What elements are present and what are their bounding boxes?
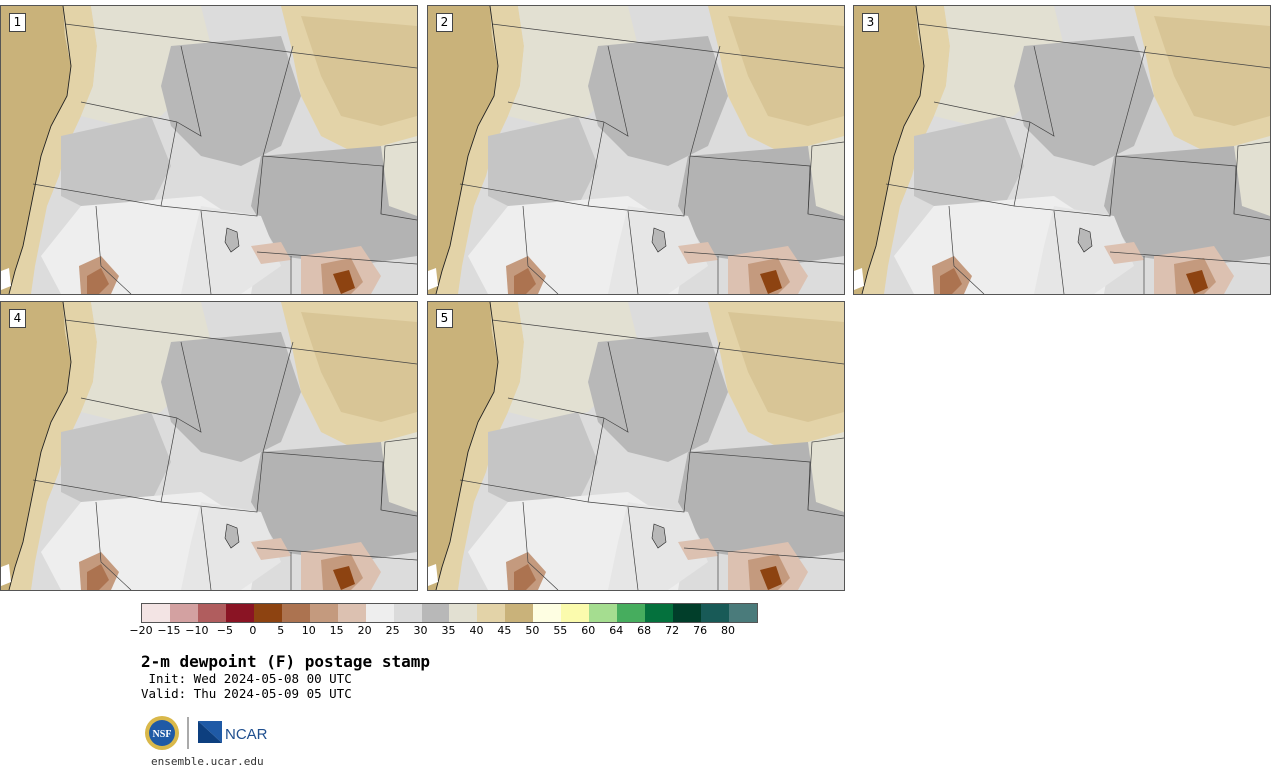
valid-time: Valid: Thu 2024-05-09 05 UTC: [141, 686, 352, 701]
colorbar-tick-label: 20: [357, 624, 372, 637]
colorbar-swatch: [169, 604, 198, 622]
colorbar-swatch: [337, 604, 366, 622]
dewpoint-map-3: [854, 6, 1270, 294]
colorbar-swatch: [365, 604, 394, 622]
colorbar-swatch: [673, 604, 702, 622]
map-panel-5: 5: [427, 301, 845, 591]
dewpoint-map-5: [428, 302, 844, 590]
colorbar-swatch: [421, 604, 450, 622]
dewpoint-map-4: [1, 302, 417, 590]
map-panel-2: 2: [427, 5, 845, 295]
colorbar-tick-label: 76: [693, 624, 708, 637]
colorbar-tick-label: 0: [249, 624, 257, 637]
colorbar-swatch: [617, 604, 646, 622]
colorbar-swatch: [281, 604, 310, 622]
colorbar-tick-label: 40: [469, 624, 484, 637]
nsf-logo-text: NSF: [153, 729, 172, 740]
chart-title: 2-m dewpoint (F) postage stamp: [141, 652, 430, 671]
colorbar-tick-label: 64: [609, 624, 624, 637]
colorbar-swatch: [701, 604, 730, 622]
ncar-logo-text: NCAR: [225, 726, 268, 743]
colorbar-tick-label: 10: [301, 624, 316, 637]
colorbar-tick-label: −20: [129, 624, 153, 637]
colorbar-tick-label: 25: [385, 624, 400, 637]
colorbar-swatch: [505, 604, 534, 622]
dewpoint-map-1: [1, 6, 417, 294]
colorbar-swatch: [253, 604, 282, 622]
map-panel-1: 1: [0, 5, 418, 295]
colorbar-swatch: [533, 604, 562, 622]
colorbar-swatch: [645, 604, 674, 622]
colorbar-swatch: [142, 604, 170, 622]
colorbar-swatch: [309, 604, 338, 622]
colorbar-tick-label: 5: [277, 624, 285, 637]
panel-label: 2: [436, 13, 453, 32]
colorbar-tick-label: 30: [413, 624, 428, 637]
panel-label: 3: [862, 13, 879, 32]
dewpoint-map-2: [428, 6, 844, 294]
map-panel-4: 4: [0, 301, 418, 591]
colorbar-tick-labels: −20 −15 −10 −5 0 5 10 15 20 25 30 35 40 45 50 55 60 64 68 7…: [129, 624, 756, 638]
colorbar-swatch: [449, 604, 478, 622]
nsf-ncar-logo: NSF NCAR: [145, 716, 268, 750]
init-time: Init: Wed 2024-05-08 00 UTC: [141, 671, 352, 686]
colorbar-tick-label: 80: [721, 624, 736, 637]
colorbar-tick-label: −10: [185, 624, 209, 637]
panel-label: 4: [9, 309, 26, 328]
colorbar-tick-label: 55: [553, 624, 568, 637]
colorbar-tick-label: 45: [497, 624, 512, 637]
colorbar-swatch: [197, 604, 226, 622]
colorbar-tick-label: 50: [525, 624, 540, 637]
colorbar-swatch: [393, 604, 422, 622]
panel-label: 1: [9, 13, 26, 32]
colorbar-tick-label: 68: [637, 624, 652, 637]
map-panel-3: 3: [853, 5, 1271, 295]
logos: NSF NCAR: [144, 713, 274, 753]
colorbar-swatch: [477, 604, 506, 622]
colorbar-tick-label: −5: [216, 624, 233, 637]
site-url: ensemble.ucar.edu: [151, 755, 264, 768]
panel-label: 5: [436, 309, 453, 328]
colorbar-swatch: [225, 604, 254, 622]
colorbar-swatch: [561, 604, 590, 622]
colorbar-tick-label: 72: [665, 624, 680, 637]
colorbar-tick-label: 35: [441, 624, 456, 637]
colorbar-tick-label: −15: [157, 624, 181, 637]
colorbar-tick-label: 15: [329, 624, 344, 637]
colorbar-swatch: [589, 604, 618, 622]
colorbar-swatch: [729, 604, 757, 622]
colorbar-tick-label: 60: [581, 624, 596, 637]
colorbar: [141, 603, 758, 623]
